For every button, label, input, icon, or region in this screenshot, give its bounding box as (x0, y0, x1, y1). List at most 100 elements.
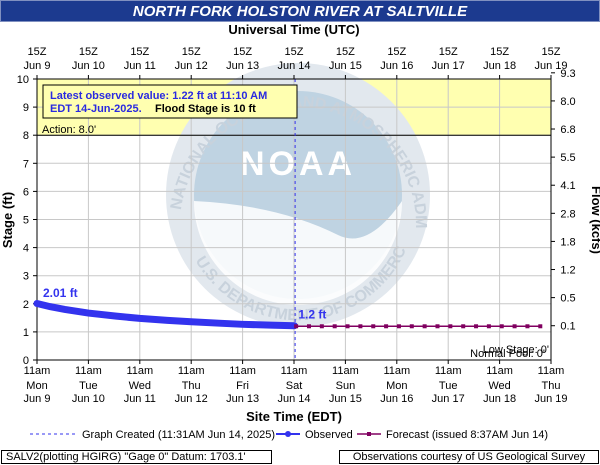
top-tick-time: 15Z (490, 46, 509, 58)
flow-tick-label: 0.1 (560, 321, 575, 333)
y-tick-label: 5 (23, 215, 29, 227)
y-tick-label: 6 (23, 186, 29, 198)
observed-point (188, 318, 195, 325)
x-tick-date: Jun 17 (432, 393, 465, 405)
x-tick-date: Jun 14 (277, 393, 310, 405)
y-tick-label: 10 (17, 74, 29, 86)
x-tick-time: 11am (24, 365, 51, 377)
top-tick-time: 15Z (336, 46, 355, 58)
flow-tick-label: 2.8 (560, 208, 575, 220)
x-tick-time: 11am (486, 365, 513, 377)
noaa-watermark-gull (194, 201, 402, 305)
x-tick-day: Sat (286, 380, 303, 392)
forecast-point (538, 324, 543, 329)
forecast-point (435, 324, 440, 329)
x-tick-time: 11am (332, 365, 359, 377)
x-tick-day: Tue (439, 380, 458, 392)
forecast-point (384, 324, 389, 329)
observed-point (164, 317, 171, 324)
top-tick-time: 15Z (387, 46, 406, 58)
x-tick-time: 11am (75, 365, 102, 377)
top-tick-time: 15Z (542, 46, 561, 58)
x-tick-time: 11am (126, 365, 153, 377)
action-stage-label: Action: 8.0' (42, 124, 96, 136)
legend-observed-marker (285, 431, 291, 437)
top-tick-time: 15Z (439, 46, 458, 58)
noaa-logo-text: NOAA (240, 145, 356, 183)
top-tick-date: Jun 11 (124, 60, 156, 72)
top-tick-date: Jun 10 (72, 60, 105, 72)
gage-datum-note: SALV2(plotting HGIRG) "Gage 0" Datum: 17… (1, 450, 272, 464)
latest-value-line1: Latest observed value: 1.22 ft at 11:10 … (50, 90, 267, 102)
x-tick-time: 11am (178, 365, 205, 377)
x-tick-time: 11am (435, 365, 462, 377)
flow-tick-label: 8.0 (560, 96, 575, 108)
forecast-point (461, 324, 466, 329)
forecast-point (396, 324, 401, 329)
forecast-point (499, 324, 504, 329)
top-tick-time: 15Z (285, 46, 304, 58)
observed-point (85, 310, 92, 317)
observed-point (239, 321, 246, 328)
y-tick-label: 3 (23, 271, 29, 283)
x-tick-day: Thu (182, 380, 201, 392)
flow-tick-label: 5.5 (560, 152, 575, 164)
y-tick-label: 1 (23, 327, 29, 339)
legend-forecast-label: Forecast (issued 8:37AM Jun 14) (386, 429, 548, 441)
top-tick-time: 15Z (182, 46, 201, 58)
forecast-point (294, 324, 299, 329)
start-value-label: 2.01 ft (43, 286, 78, 300)
legend-observed-label: Observed (305, 429, 353, 441)
observed-point (136, 315, 143, 322)
forecast-point (486, 324, 491, 329)
top-tick-time: 15Z (130, 46, 149, 58)
top-tick-date: Jun 15 (329, 60, 362, 72)
forecast-point (422, 324, 427, 329)
flow-tick-label: 0.5 (560, 293, 575, 305)
x-tick-date: Jun 19 (534, 393, 567, 405)
legend-graph-created-label: Graph Created (11:31AM Jun 14, 2025) (82, 429, 275, 441)
top-tick-date: Jun 17 (432, 60, 465, 72)
x-tick-time: 11am (229, 365, 256, 377)
top-tick-time: 15Z (233, 46, 252, 58)
top-tick-date: Jun 14 (277, 60, 310, 72)
top-tick-date: Jun 18 (483, 60, 516, 72)
y-tick-label: 4 (23, 243, 29, 255)
x-tick-date: Jun 18 (483, 393, 516, 405)
forecast-point (319, 324, 324, 329)
forecast-point (474, 324, 479, 329)
chart-title: NORTH FORK HOLSTON RIVER AT SALTVILLE (0, 0, 600, 22)
flow-tick-label: 1.8 (560, 236, 575, 248)
observed-point (216, 320, 223, 327)
x-tick-date: Jun 9 (24, 393, 51, 405)
flow-tick-label: 6.8 (560, 124, 575, 136)
x-tick-time: 11am (538, 365, 565, 377)
x-tick-date: Jun 12 (175, 393, 208, 405)
forecast-point (409, 324, 414, 329)
x-tick-date: Jun 15 (329, 393, 362, 405)
observed-point (46, 303, 53, 310)
forecast-point (358, 324, 363, 329)
x-tick-day: Mon (26, 380, 47, 392)
forecast-point (345, 324, 350, 329)
observed-point (113, 313, 120, 320)
forecast-point (306, 324, 311, 329)
x-tick-day: Wed (129, 380, 151, 392)
x-tick-day: Tue (79, 380, 98, 392)
y-axis-title: Stage (ft) (0, 192, 15, 248)
observed-point (61, 306, 68, 313)
x-tick-time: 11am (281, 365, 308, 377)
forecast-point (371, 324, 376, 329)
top-tick-date: Jun 16 (380, 60, 413, 72)
y-tick-label: 7 (23, 158, 29, 170)
x-tick-date: Jun 11 (124, 393, 156, 405)
y-tick-label: 0 (23, 355, 29, 367)
observed-point (34, 300, 40, 307)
forecast-point (332, 324, 337, 329)
forecast-point (512, 324, 517, 329)
bottom-axis-title: Site Time (EDT) (246, 409, 342, 424)
latest-value-label: 1.2 ft (298, 308, 326, 322)
y-tick-label: 9 (23, 102, 29, 114)
x-tick-day: Thu (542, 380, 561, 392)
